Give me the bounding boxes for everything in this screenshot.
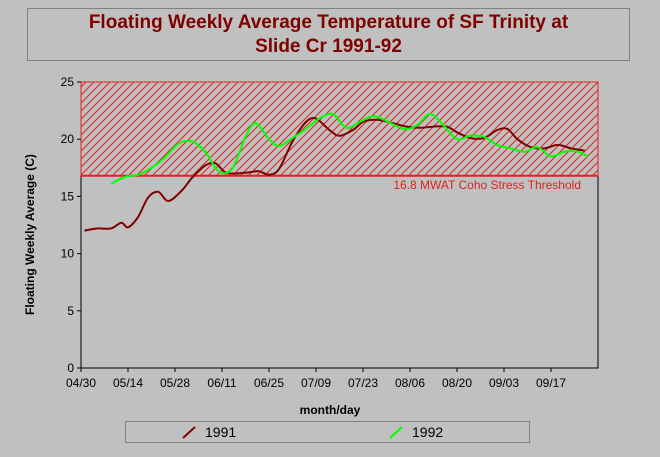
y-tick-label: 0 xyxy=(67,361,74,375)
legend-swatch-1992 xyxy=(389,426,403,439)
legend-item-1991: 1991 xyxy=(181,424,236,440)
y-tick-label: 10 xyxy=(61,247,75,261)
x-tick-label: 08/06 xyxy=(395,376,425,390)
x-tick-label: 05/14 xyxy=(113,376,143,390)
x-tick-label: 04/30 xyxy=(66,376,96,390)
x-tick-label: 08/20 xyxy=(442,376,472,390)
x-tick-label: 09/17 xyxy=(536,376,566,390)
y-axis-label: Floating Weekly Average (C) xyxy=(23,154,37,315)
x-tick-label: 06/25 xyxy=(254,376,284,390)
x-axis-label: month/day xyxy=(299,403,361,417)
legend: 1991 1992 xyxy=(125,421,530,443)
chart-title-box: Floating Weekly Average Temperature of S… xyxy=(27,8,630,61)
legend-swatch-1991 xyxy=(182,426,196,439)
x-tick-label: 05/28 xyxy=(160,376,190,390)
y-tick-label: 20 xyxy=(61,132,75,146)
y-tick-label: 5 xyxy=(67,304,74,318)
threshold-label: 16.8 MWAT Coho Stress Threshold xyxy=(393,178,581,192)
legend-label-1992: 1992 xyxy=(412,424,444,440)
legend-item-1992: 1992 xyxy=(388,424,443,440)
y-tick-label: 25 xyxy=(61,75,75,89)
x-tick-label: 09/03 xyxy=(489,376,519,390)
legend-label-1991: 1991 xyxy=(205,424,237,440)
series-line-1991 xyxy=(84,117,585,232)
x-tick-label: 07/23 xyxy=(348,376,378,390)
x-tick-label: 07/09 xyxy=(301,376,331,390)
y-tick-label: 15 xyxy=(61,189,75,203)
series-line-1992 xyxy=(110,112,589,185)
chart-title: Floating Weekly Average Temperature of S… xyxy=(88,11,569,57)
x-tick-label: 06/11 xyxy=(207,376,236,390)
